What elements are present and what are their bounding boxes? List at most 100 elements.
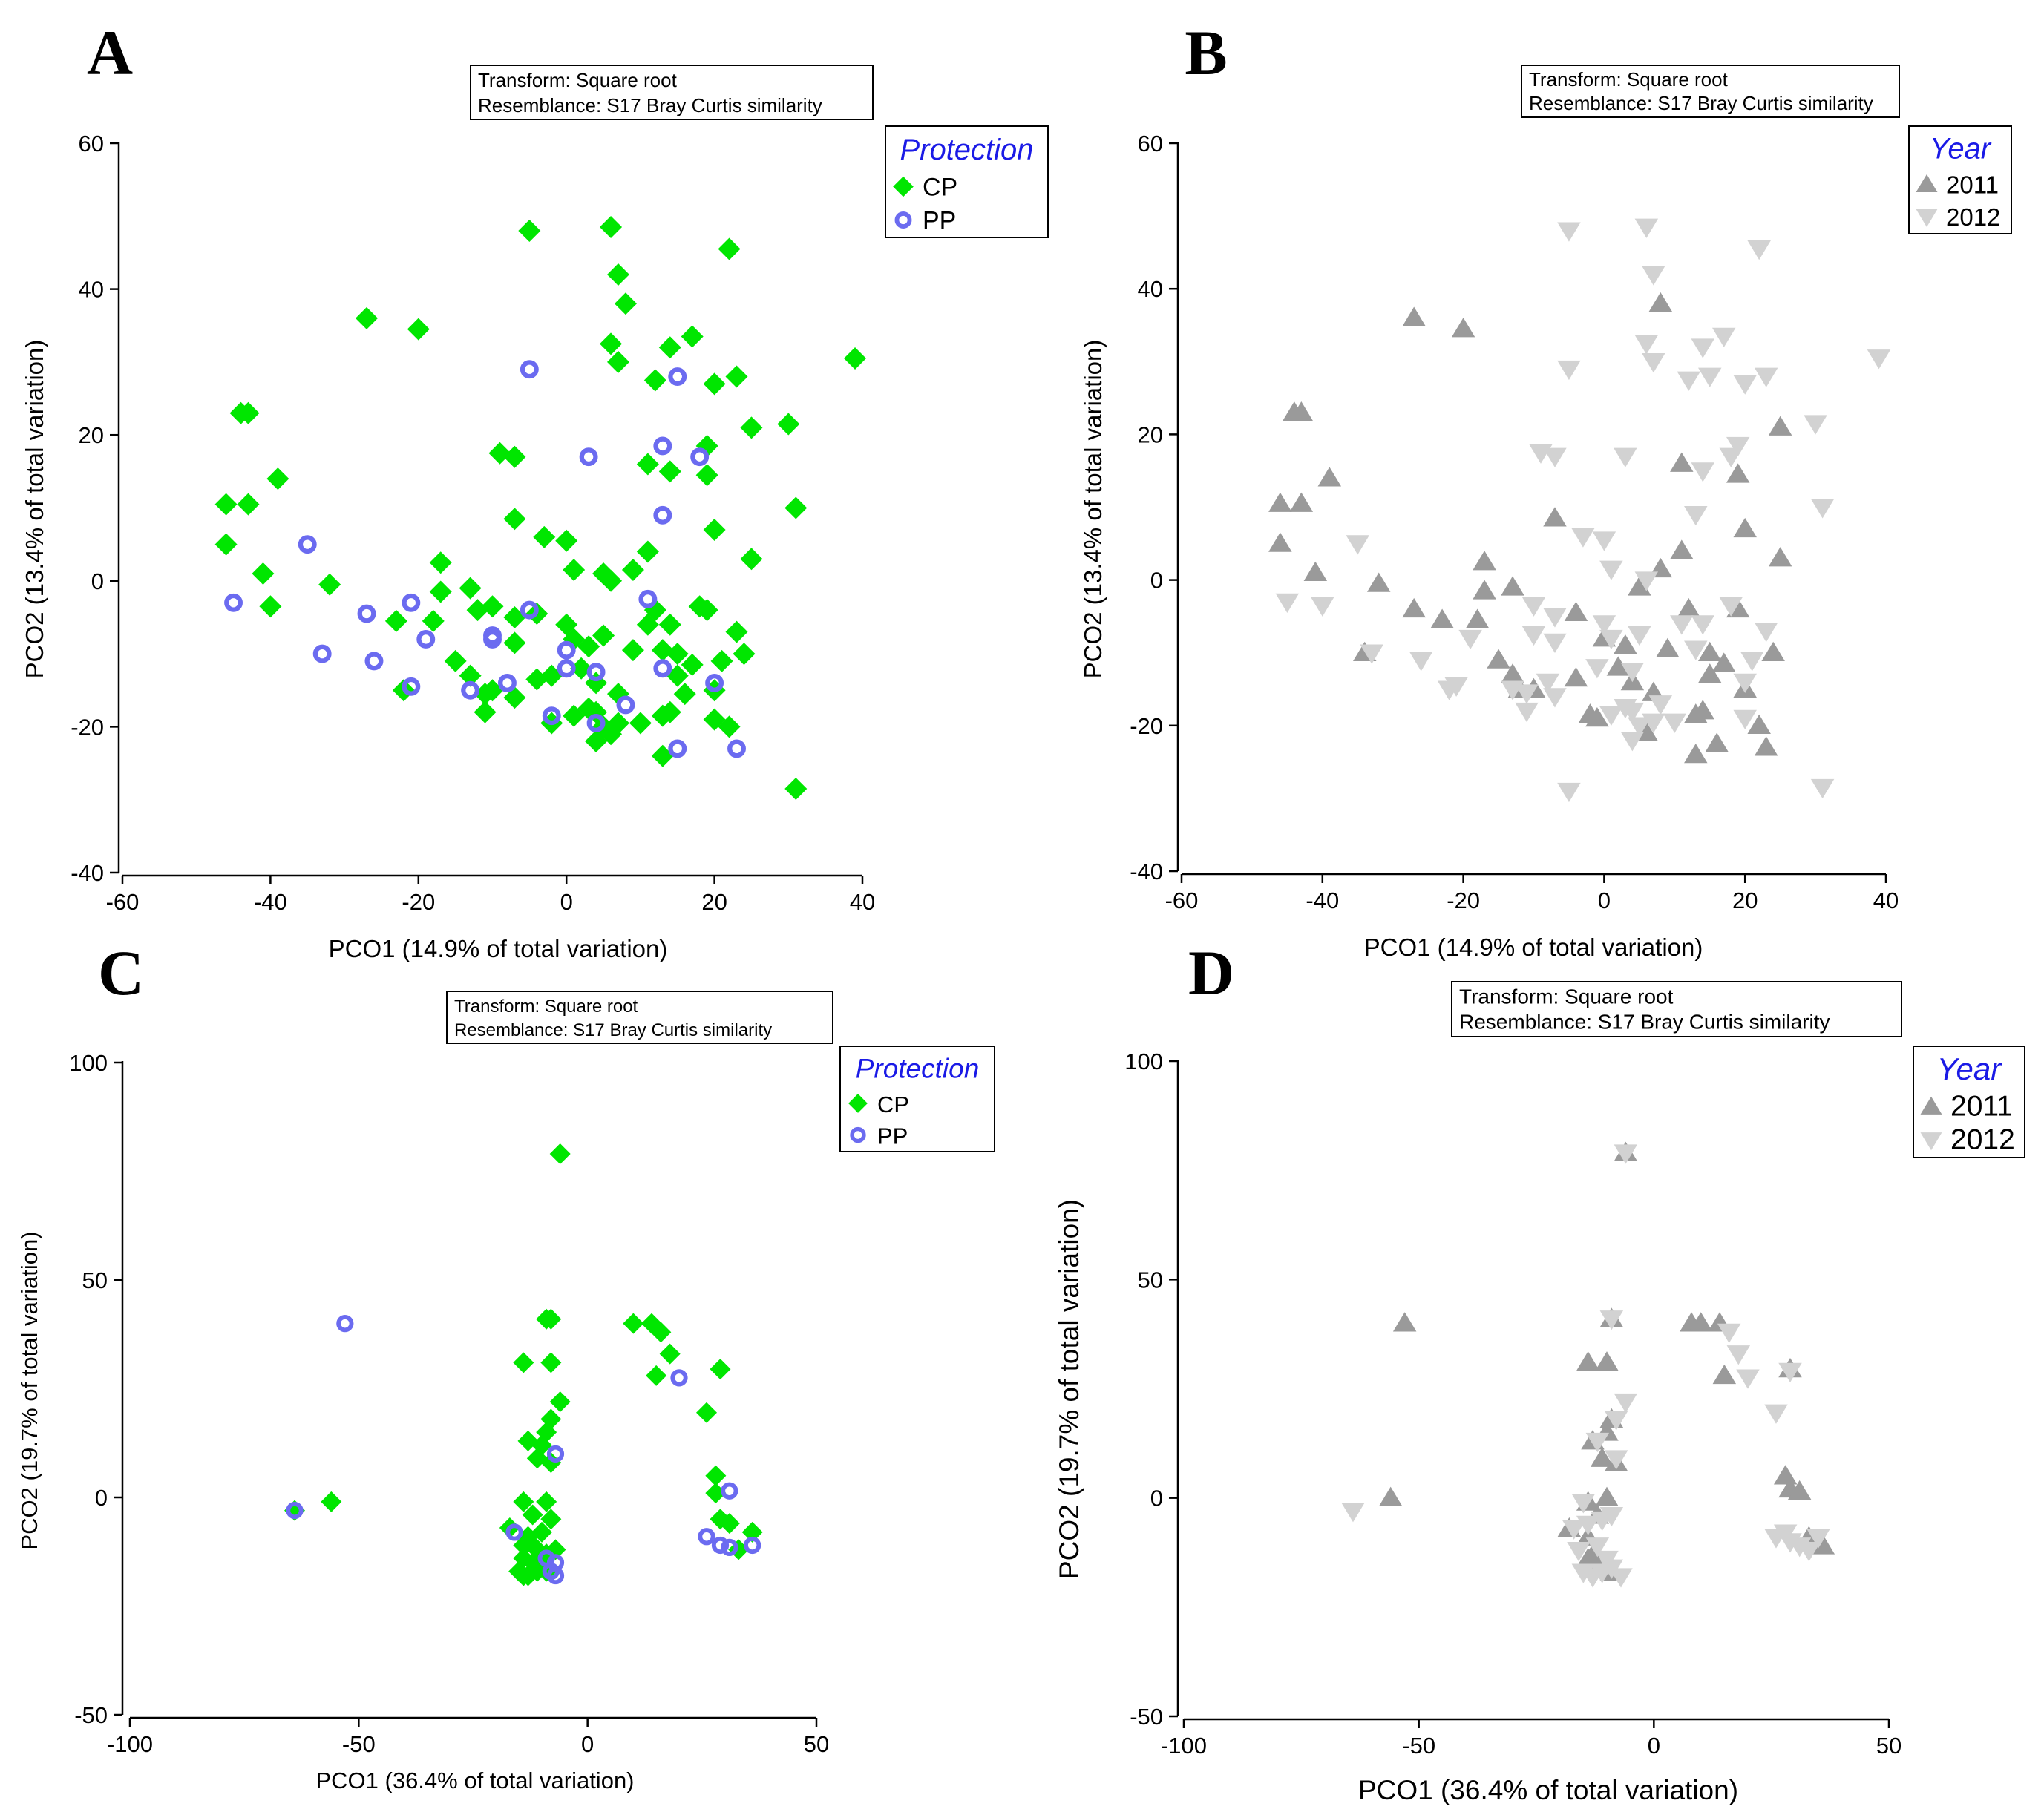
point-2012 (1642, 713, 1665, 733)
point-2012 (1634, 218, 1659, 238)
legend-marker-2011 (1920, 1096, 1942, 1115)
y-tick-label: -20 (1130, 713, 1163, 739)
point-cp (666, 643, 689, 666)
point-2011 (1303, 561, 1328, 582)
point-cp (540, 1509, 562, 1530)
point-cp (513, 1491, 534, 1512)
point-cp (384, 609, 407, 632)
legend-label: PP (923, 207, 956, 235)
point-pp (286, 1501, 304, 1520)
point-2012 (1599, 1310, 1624, 1330)
point-2012 (1684, 506, 1708, 526)
point-2012 (1717, 1323, 1741, 1343)
point-cp (549, 1391, 571, 1413)
y-tick-label: 40 (1138, 276, 1163, 302)
point-2012 (1501, 680, 1524, 700)
point-cp (555, 529, 578, 552)
point-2012 (1599, 706, 1623, 726)
point-pp (711, 1536, 730, 1555)
point-cp (474, 683, 497, 706)
point-cp (488, 442, 511, 465)
point-2011 (1733, 517, 1757, 538)
point-2012 (1810, 499, 1835, 519)
y-tick-label: 40 (79, 277, 104, 303)
y-tick-label: 100 (1124, 1048, 1163, 1074)
point-cp (718, 715, 741, 738)
point-2012 (1736, 1369, 1760, 1389)
x-tick-label: -60 (106, 889, 140, 915)
info-box-line: Transform: Square root (1529, 68, 1729, 91)
point-2012 (1311, 597, 1334, 617)
legend-marker-pp (850, 1126, 866, 1143)
x-axis-label: PCO1 (36.4% of total variation) (315, 1768, 634, 1793)
point-2011 (1430, 608, 1454, 628)
point-2012 (1360, 644, 1383, 664)
point-2012 (1677, 371, 1701, 391)
point-cp (666, 664, 689, 687)
point-2012 (1691, 462, 1715, 482)
y-tick-label: 20 (79, 422, 104, 448)
point-pp (705, 673, 724, 692)
point-cp (658, 460, 681, 483)
legend-title: Protection (900, 134, 1033, 166)
point-cp (606, 350, 629, 373)
point-cp (688, 595, 711, 618)
point-cp (629, 712, 652, 735)
point-cp (536, 1491, 557, 1512)
legend-marker-pp (894, 211, 912, 229)
point-pp (546, 1566, 565, 1585)
point-cp (513, 1565, 534, 1586)
point-cp (784, 496, 808, 519)
y-tick-label: 50 (82, 1267, 108, 1293)
y-tick-label: 0 (95, 1485, 108, 1511)
x-tick-label: -100 (107, 1731, 153, 1757)
legend-box (839, 1046, 995, 1152)
point-2011 (1711, 652, 1736, 672)
point-cp (658, 613, 681, 636)
point-2012 (1585, 1537, 1610, 1558)
point-2012 (1642, 353, 1665, 373)
point-cp (563, 704, 586, 727)
point-2011 (1698, 663, 1722, 683)
point-2012 (1543, 633, 1567, 653)
panel-label: C (98, 937, 144, 1008)
point-cp (533, 525, 556, 548)
y-tick-label: 100 (69, 1050, 108, 1076)
point-2012 (1409, 652, 1433, 672)
point-2011 (1564, 667, 1588, 687)
point-cp (696, 1402, 717, 1423)
point-2012 (1604, 1450, 1628, 1470)
point-cp (517, 1430, 539, 1451)
point-cp (710, 649, 733, 672)
x-tick-label: 20 (1732, 887, 1758, 913)
point-2012 (1562, 1520, 1586, 1540)
point-cp (429, 580, 452, 603)
point-2011 (1595, 1486, 1619, 1506)
point-cp (636, 453, 659, 476)
point-2012 (1740, 652, 1764, 672)
point-cp (718, 237, 741, 260)
point-pp (744, 1536, 761, 1555)
point-cp (643, 369, 666, 392)
point-2012 (1557, 222, 1581, 242)
point-cp (540, 1452, 562, 1474)
point-pp (364, 652, 384, 671)
y-tick-label: 20 (1138, 421, 1163, 447)
point-cp (474, 700, 497, 723)
y-tick-label: -40 (71, 860, 104, 886)
x-tick-label: 0 (560, 889, 573, 915)
legend-label: 2012 (1946, 203, 2000, 231)
point-2012 (1585, 1432, 1610, 1453)
point-cp (466, 599, 489, 622)
point-cp (577, 635, 600, 658)
point-cp (563, 559, 586, 582)
point-pp (721, 1482, 738, 1500)
point-cp (540, 664, 563, 687)
legend-label: 2012 (1950, 1124, 2015, 1156)
legend-label: CP (923, 174, 957, 202)
point-pp (483, 629, 502, 649)
x-tick-label: 50 (1876, 1733, 1901, 1759)
point-2012 (1733, 709, 1757, 729)
point-cp (600, 569, 623, 592)
point-cp (518, 219, 541, 242)
